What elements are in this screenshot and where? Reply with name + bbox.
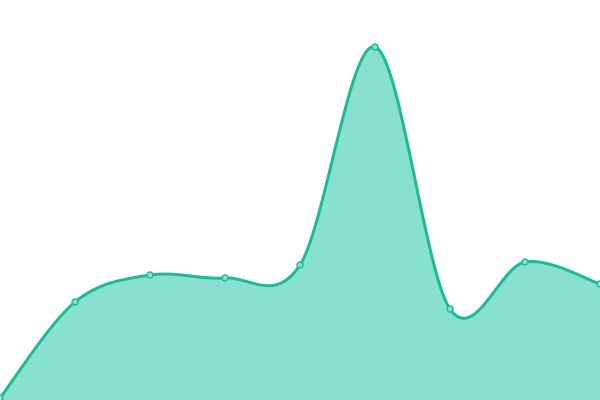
series-line bbox=[0, 45, 600, 399]
data-point-2 bbox=[146, 271, 154, 279]
data-point-8 bbox=[596, 280, 600, 288]
data-markers bbox=[0, 43, 600, 400]
data-point-6 bbox=[446, 305, 454, 313]
data-point-1 bbox=[71, 298, 79, 306]
data-point-4 bbox=[296, 261, 304, 269]
data-point-5 bbox=[371, 43, 379, 51]
data-point-0 bbox=[0, 394, 4, 400]
area-fill bbox=[0, 46, 600, 400]
data-point-7 bbox=[521, 258, 529, 266]
data-point-3 bbox=[221, 274, 229, 282]
